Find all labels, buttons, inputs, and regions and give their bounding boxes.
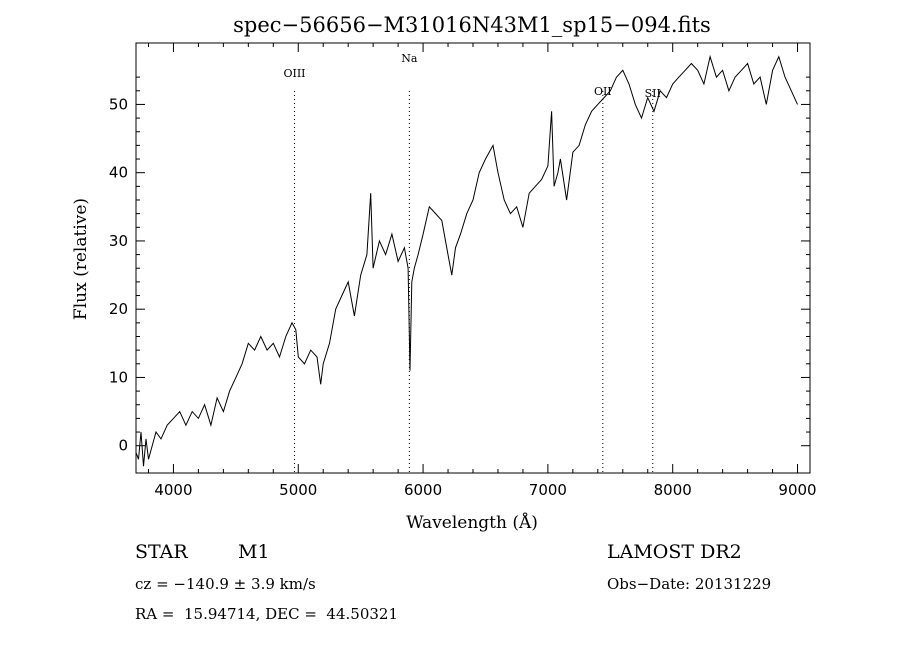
y-axis-label: Flux (relative) [71, 198, 91, 320]
x-axis-label: Wavelength (Å) [406, 512, 538, 533]
axis-ticks: 4000 5000 6000 7000 8000 9000 0 10 20 30 40 50 [109, 43, 817, 499]
object-class: STAR [135, 541, 188, 563]
plot-frame [135, 42, 811, 474]
object-subclass: M1 [238, 541, 270, 563]
y-tick-label: 50 [109, 95, 128, 113]
y-tick-label: 10 [109, 368, 128, 386]
survey-name: LAMOST DR2 [607, 541, 742, 563]
x-tick-label: 6000 [404, 481, 442, 499]
x-tick-label: 7000 [529, 481, 567, 499]
spectrum-line [135, 54, 798, 467]
line-marker-label: Na [401, 52, 418, 65]
redshift-text: cz = −140.9 ± 3.9 km/s [135, 575, 316, 593]
coords-text: RA = 15.94714, DEC = 44.50321 [135, 605, 399, 623]
y-tick-label: 20 [109, 300, 128, 318]
y-tick-label: 40 [109, 164, 128, 182]
x-tick-label: 8000 [654, 481, 692, 499]
y-tick-label: 30 [109, 232, 128, 250]
chart-title: spec−56656−M31016N43M1_sp15−094.fits [233, 13, 711, 37]
x-tick-label: 9000 [778, 481, 816, 499]
x-tick-label: 5000 [279, 481, 317, 499]
line-marker-label: OIII [283, 67, 305, 80]
line-marker-label: SII [645, 87, 661, 100]
x-tick-label: 4000 [154, 481, 192, 499]
y-tick-label: 0 [118, 437, 128, 455]
obs-date-text: Obs−Date: 20131229 [607, 575, 772, 593]
